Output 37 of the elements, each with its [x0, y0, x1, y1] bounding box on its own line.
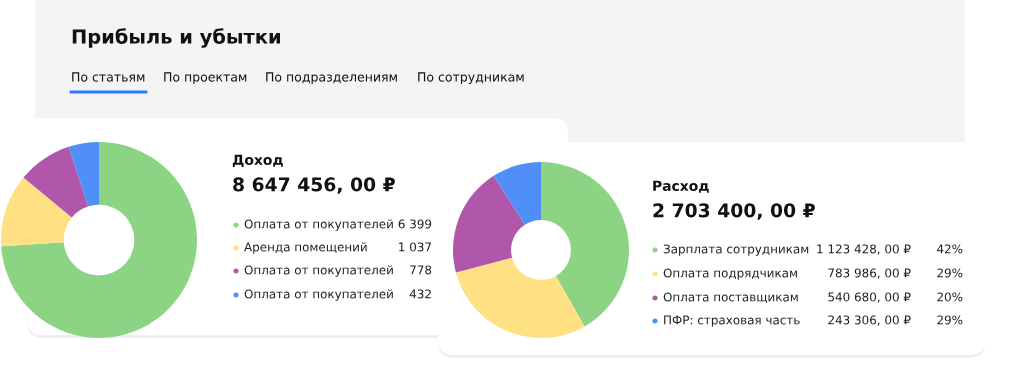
text: Доход — [232, 154, 283, 168]
donut-slice — [453, 175, 525, 273]
legend-label: Оплата поставщикам — [663, 292, 798, 303]
text: Прибыль и убытки — [72, 28, 280, 48]
text: 42% — [937, 244, 963, 254]
legend-label: Оплата от покупателей — [244, 289, 393, 301]
text: 29% — [937, 315, 963, 325]
data-label: 243 306, 00 ₽ — [828, 315, 911, 326]
text: 432 — [409, 289, 431, 299]
text: 20% — [937, 292, 963, 302]
text: По проектам — [164, 72, 247, 85]
data-label: 783 986, 00 ₽ — [828, 268, 911, 279]
text: 6 399 — [398, 219, 432, 229]
text: 778 — [410, 265, 432, 275]
text: 2 703 400, 00 ₽ — [653, 203, 815, 220]
text: По статьям — [72, 72, 145, 82]
text: 29% — [937, 268, 963, 278]
donut-slice — [493, 162, 541, 225]
text: 1 037 — [399, 242, 431, 252]
legend-label: Оплата подрядчикам — [663, 268, 797, 280]
donut-slice — [23, 146, 89, 218]
donut-slice — [1, 142, 197, 338]
data-label: 540 680, 00 ₽ — [828, 292, 911, 303]
legend-label: Аренда помещений — [244, 242, 367, 254]
legend-label: Зарплата сотрудникам — [663, 244, 809, 256]
text: По сотрудникам — [418, 72, 524, 85]
donut-slice — [455, 257, 585, 338]
legend-label: Оплата от покупателей — [244, 265, 393, 277]
donut-slice — [541, 162, 629, 327]
legend-label: Оплата от покупателей — [244, 219, 393, 231]
data-label: 1 123 428, 00 ₽ — [817, 244, 911, 255]
donut-slice — [68, 142, 99, 207]
legend-label: ПФР: страховая часть — [664, 315, 800, 327]
donut-slice — [1, 177, 72, 247]
text: По подразделениям — [266, 72, 397, 85]
text: Расход — [653, 180, 709, 193]
text: 8 647 456, 00 ₽ — [233, 177, 395, 194]
